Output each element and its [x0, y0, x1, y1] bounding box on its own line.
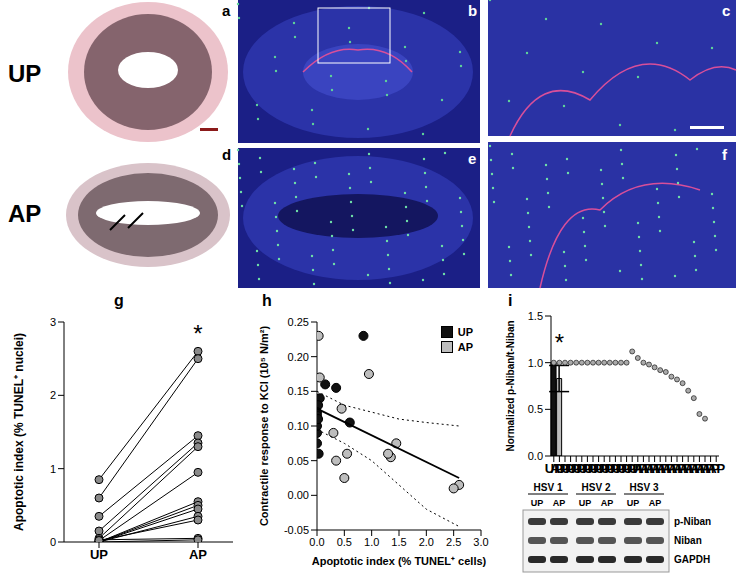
- svg-text:AP: AP: [601, 498, 614, 508]
- html-text:UP: UP: [457, 326, 473, 338]
- svg-text:AP: AP: [553, 498, 566, 508]
- svg-text:1.5: 1.5: [391, 536, 406, 548]
- html-text:h: h: [262, 292, 272, 309]
- svg-text:1.0: 1.0: [364, 536, 379, 548]
- svg-text:*: *: [555, 329, 564, 356]
- svg-text:HSV 1: HSV 1: [534, 482, 563, 493]
- svg-text:Normalized p-Niban/t-Niban: Normalized p-Niban/t-Niban: [505, 320, 516, 451]
- svg-text:0.0: 0.0: [309, 536, 324, 548]
- svg-text:e: e: [468, 150, 476, 167]
- svg-text:UP: UP: [531, 498, 544, 508]
- svg-text:UP: UP: [627, 498, 640, 508]
- svg-text:p-Niban: p-Niban: [674, 516, 711, 527]
- svg-text:0.0: 0.0: [528, 450, 543, 462]
- svg-text:3: 3: [50, 316, 56, 328]
- svg-text:1: 1: [50, 463, 56, 475]
- svg-text:0.5: 0.5: [528, 403, 543, 415]
- html-text:AP: AP: [457, 341, 473, 353]
- svg-text:Apoptotic index (% TUNEL⁺ nucl: Apoptotic index (% TUNEL⁺ nuclei): [12, 333, 26, 531]
- svg-text:0.00: 0.00: [288, 489, 309, 501]
- svg-text:0.15: 0.15: [288, 385, 309, 397]
- svg-text:HSV 3: HSV 3: [630, 482, 659, 493]
- svg-text:Apoptotic index (% TUNEL⁺ cell: Apoptotic index (% TUNEL⁺ cells): [312, 555, 487, 567]
- svg-text:UP: UP: [579, 498, 592, 508]
- svg-text:GAPDH: GAPDH: [674, 554, 710, 565]
- svg-text:0.25: 0.25: [288, 316, 309, 328]
- html-text:g: g: [114, 292, 124, 309]
- svg-text:AP: AP: [649, 498, 662, 508]
- svg-text:2: 2: [50, 389, 56, 401]
- svg-text:AP: AP: [189, 547, 207, 562]
- svg-text:f: f: [722, 146, 728, 163]
- svg-text:c: c: [722, 2, 730, 19]
- svg-text:Niban: Niban: [674, 535, 702, 546]
- svg-text:AP: AP: [707, 461, 725, 476]
- svg-text:-0.05: -0.05: [284, 524, 309, 536]
- svg-text:0.20: 0.20: [288, 351, 309, 363]
- html-text:i: i: [508, 292, 513, 309]
- svg-text:d: d: [222, 146, 231, 163]
- svg-text:Contractile response to KCl (1: Contractile response to KCl (10⁵ N/m²): [258, 326, 270, 526]
- svg-text:AP: AP: [8, 200, 41, 227]
- svg-text:0: 0: [50, 536, 56, 548]
- svg-text:HSV 2: HSV 2: [582, 482, 611, 493]
- svg-text:0.5: 0.5: [337, 536, 352, 548]
- svg-text:UP: UP: [90, 547, 108, 562]
- svg-text:UP: UP: [8, 60, 41, 87]
- svg-text:2.5: 2.5: [446, 536, 461, 548]
- svg-text:0.10: 0.10: [288, 420, 309, 432]
- svg-text:*: *: [193, 320, 202, 347]
- svg-text:b: b: [468, 2, 477, 19]
- svg-text:3.0: 3.0: [473, 536, 488, 548]
- svg-text:1.0: 1.0: [528, 357, 543, 369]
- svg-text:0.05: 0.05: [288, 455, 309, 467]
- svg-text:2.0: 2.0: [419, 536, 434, 548]
- svg-text:1.5: 1.5: [528, 310, 543, 322]
- svg-text:a: a: [222, 2, 231, 19]
